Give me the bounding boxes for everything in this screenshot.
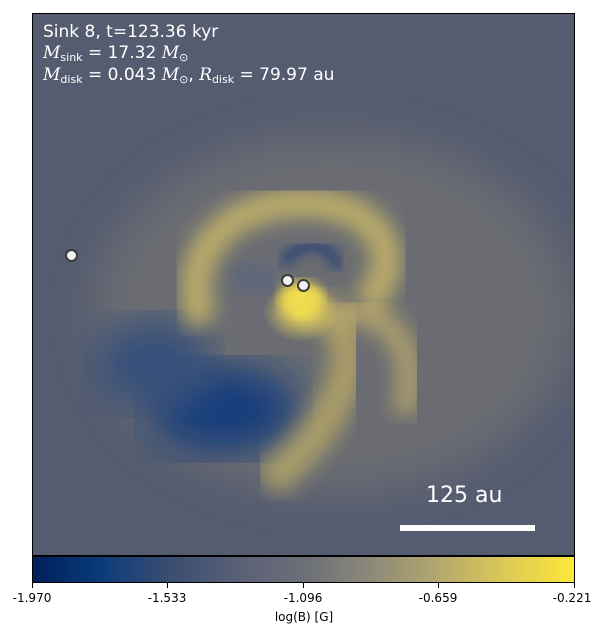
colorbar-tick-label: -0.659 xyxy=(418,591,458,605)
sink-particle-marker xyxy=(297,279,310,292)
magnetic-field-map: Sink 8, t=123.36 kyr Msink = 17.32 M⊙ Md… xyxy=(32,13,575,556)
mdisk-separator: , xyxy=(188,65,200,85)
colorbar-tick-label: -1.533 xyxy=(147,591,187,605)
colorbar-tick xyxy=(438,583,439,588)
colorbar-tick-label: -1.096 xyxy=(283,591,323,605)
msink-value: = 17.32 xyxy=(82,43,162,63)
mdisk-symbol: M xyxy=(43,65,61,85)
rdisk-symbol: R xyxy=(199,65,212,85)
msink-symbol: M xyxy=(43,43,61,63)
mdisk-unit-subscript: ⊙ xyxy=(179,73,189,86)
colorbar-tick xyxy=(574,583,575,588)
sink-particle-marker xyxy=(65,249,78,262)
msink-unit: M xyxy=(161,43,180,63)
mdisk-unit: M xyxy=(161,65,180,85)
colorbar-tick xyxy=(167,583,168,588)
sink-mass-annotation: Msink = 17.32 M⊙ xyxy=(43,43,188,68)
disk-annotation: Mdisk = 0.043 M⊙, Rdisk = 79.97 au xyxy=(43,65,334,90)
colorbar-tick-label: -0.221 xyxy=(552,591,592,605)
mdisk-subscript: disk xyxy=(60,73,83,86)
sink-particle-marker xyxy=(281,274,294,287)
scalebar-label: 125 au xyxy=(426,483,503,508)
rdisk-subscript: disk xyxy=(211,73,235,86)
msink-unit-subscript: ⊙ xyxy=(179,51,189,64)
colorbar-tick xyxy=(303,583,304,588)
title-annotation: Sink 8, t=123.36 kyr xyxy=(43,22,219,42)
colorbar-tick xyxy=(32,583,33,588)
msink-subscript: sink xyxy=(60,51,83,64)
scalebar xyxy=(400,525,535,531)
rdisk-value: = 79.97 au xyxy=(234,65,335,85)
colorbar xyxy=(32,556,575,583)
colorbar-label: log(B) [G] xyxy=(274,610,334,624)
colorbar-tick-label: -1.970 xyxy=(12,591,52,605)
field-map-image xyxy=(33,14,574,555)
mdisk-value: = 0.043 xyxy=(82,65,162,85)
